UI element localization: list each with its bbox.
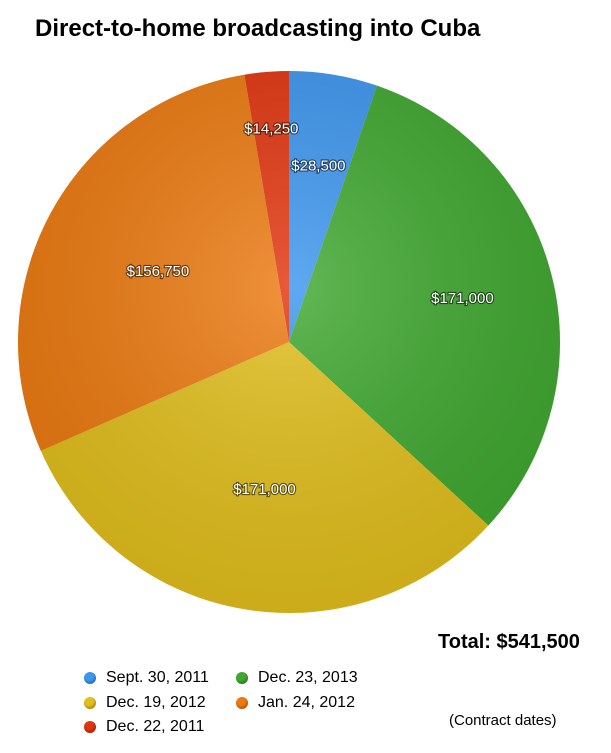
- chart-title: Direct-to-home broadcasting into Cuba: [35, 15, 481, 42]
- legend-label: Dec. 23, 2013: [258, 669, 358, 686]
- legend-swatch: [84, 697, 96, 709]
- legend-swatch: [236, 697, 248, 709]
- slice-value-label: $171,000: [233, 481, 296, 498]
- slice-value-label: $28,500: [291, 158, 345, 175]
- legend-item-jan-24-2012: Jan. 24, 2012: [236, 693, 355, 713]
- legend-label: Dec. 22, 2011: [106, 718, 205, 735]
- legend-label: Jan. 24, 2012: [258, 694, 355, 711]
- slice-value-label: $14,250: [244, 121, 298, 138]
- legend-swatch: [84, 721, 96, 733]
- slice-value-label: $171,000: [431, 290, 494, 307]
- legend-label: Sept. 30, 2011: [106, 669, 209, 686]
- total-label: Total: $541,500: [438, 631, 580, 653]
- legend-item-dec-23-2013: Dec. 23, 2013: [236, 668, 358, 688]
- contract-dates-note: (Contract dates): [449, 712, 557, 729]
- legend-swatch: [236, 672, 248, 684]
- slice-value-label: $156,750: [127, 263, 190, 280]
- legend-item-sept-30-2011: Sept. 30, 2011: [84, 668, 209, 688]
- legend-label: Dec. 19, 2012: [106, 694, 206, 711]
- legend-item-dec-19-2012: Dec. 19, 2012: [84, 693, 206, 713]
- legend-swatch: [84, 672, 96, 684]
- legend-item-dec-22-2011: Dec. 22, 2011: [84, 717, 204, 737]
